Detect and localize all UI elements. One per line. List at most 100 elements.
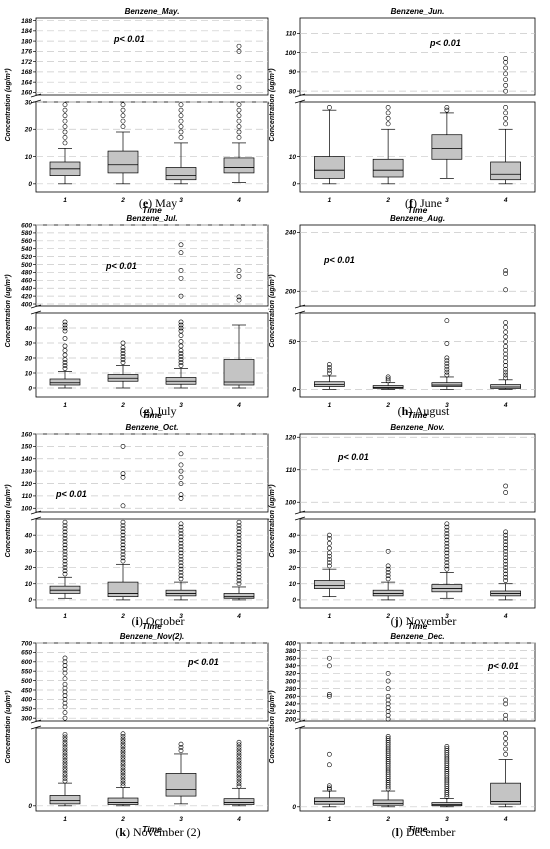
- outlier-point: [62, 102, 68, 108]
- outlier-point: [503, 736, 509, 741]
- box-iqr: [431, 802, 463, 807]
- outlier-point: [178, 474, 184, 480]
- outlier-point: [503, 59, 509, 65]
- outlier-point: [62, 135, 68, 140]
- upper-tick-label: 240: [284, 230, 296, 237]
- axis-break-mark: [30, 516, 42, 521]
- outlier-point: [444, 531, 450, 536]
- outlier-point: [385, 566, 391, 572]
- outlier-point: [120, 558, 126, 564]
- box-3: [431, 743, 463, 808]
- outlier-point: [178, 322, 184, 328]
- outlier-point: [326, 663, 332, 669]
- outlier-point: [503, 355, 509, 361]
- x-tick-label: 1: [328, 816, 332, 823]
- outlier-point: [62, 737, 68, 743]
- outlier-point: [120, 778, 126, 783]
- outlier-point: [326, 751, 332, 757]
- lower-tick-label: 0: [28, 597, 32, 604]
- box-iqr: [431, 134, 463, 160]
- upper-tick-label: 700: [21, 640, 32, 647]
- lower-tick-label: 20: [288, 565, 297, 572]
- outlier-point: [385, 570, 391, 575]
- outlier-point: [178, 531, 184, 536]
- upper-tick-label: 340: [285, 663, 296, 670]
- outlier-point: [503, 344, 509, 349]
- outlier-point: [385, 110, 391, 116]
- panel-caption: (g) July: [140, 404, 177, 418]
- y-axis-label: Concentration (ug/m³): [269, 484, 276, 558]
- outlier-point: [236, 519, 242, 525]
- outlier-point: [444, 318, 450, 324]
- upper-tick-label: 300: [285, 678, 296, 685]
- p-value-annotation: p< 0.01: [113, 34, 145, 44]
- x-axis-label: Time: [408, 205, 428, 215]
- outlier-point: [236, 574, 242, 580]
- axis-break-mark: [30, 725, 42, 730]
- outlier-point: [326, 785, 332, 791]
- upper-tick-label: 184: [21, 28, 32, 35]
- outlier-point: [178, 360, 184, 365]
- outlier-point: [178, 560, 184, 566]
- outlier-point: [444, 563, 450, 569]
- outlier-point: [385, 576, 391, 582]
- outlier-point: [236, 755, 242, 761]
- outlier-point: [444, 524, 450, 530]
- box-1: [49, 655, 81, 807]
- outlier-point: [62, 113, 68, 119]
- axis-break-mask: [295, 512, 305, 519]
- outlier-point: [503, 571, 509, 577]
- box-iqr: [490, 782, 521, 805]
- box-iqr: [372, 385, 404, 389]
- outlier-point: [178, 537, 184, 543]
- outlier-point: [503, 287, 509, 293]
- x-tick-label: 4: [236, 613, 241, 620]
- outlier-point: [385, 678, 391, 684]
- box-1: [314, 362, 345, 390]
- outlier-point: [236, 568, 242, 574]
- box-3: [165, 242, 197, 389]
- upper-tick-label: 400: [284, 640, 296, 647]
- upper-tick-label: 400: [20, 301, 32, 308]
- x-tick-label: 4: [236, 197, 241, 204]
- outlier-point: [444, 544, 450, 549]
- outlier-point: [236, 745, 242, 750]
- outlier-point: [236, 581, 242, 587]
- outlier-point: [236, 578, 242, 583]
- y-axis-label: Concentration (ug/m³): [5, 68, 12, 142]
- box-2: [372, 105, 404, 185]
- x-tick-label: 3: [445, 613, 449, 620]
- outlier-point: [62, 666, 68, 672]
- x-axis-label: Time: [142, 205, 162, 215]
- outlier-point: [444, 372, 450, 378]
- outlier-point: [236, 773, 242, 779]
- x-axis-label: Time: [408, 824, 428, 834]
- upper-tick-label: 260: [284, 694, 296, 701]
- panel-caption: (f) June: [405, 196, 442, 210]
- outlier-point: [236, 750, 242, 756]
- box-2: [372, 374, 404, 390]
- panel-caption: (l) December: [392, 825, 456, 839]
- outlier-point: [503, 542, 509, 548]
- upper-tick-label: 200: [284, 716, 296, 723]
- outlier-point: [503, 363, 509, 368]
- upper-tick-label: 600: [21, 222, 32, 229]
- outlier-point: [120, 741, 126, 747]
- outlier-point: [326, 691, 332, 697]
- upper-tick-label: 176: [21, 49, 32, 56]
- x-tick-label: 3: [179, 816, 183, 823]
- outlier-point: [62, 523, 68, 528]
- upper-tick-label: 100: [285, 50, 296, 57]
- outlier-point: [62, 778, 68, 784]
- outlier-point: [62, 322, 68, 328]
- box-iqr: [431, 382, 463, 387]
- outlier-point: [62, 745, 68, 750]
- outlier-point: [178, 129, 184, 135]
- outlier-point: [120, 731, 126, 737]
- outlier-point: [236, 297, 242, 303]
- outlier-point: [62, 107, 68, 113]
- x-tick-label: 1: [63, 613, 67, 620]
- axis-break-mark: [294, 516, 306, 521]
- outlier-point: [62, 539, 68, 545]
- outlier-point: [503, 558, 509, 564]
